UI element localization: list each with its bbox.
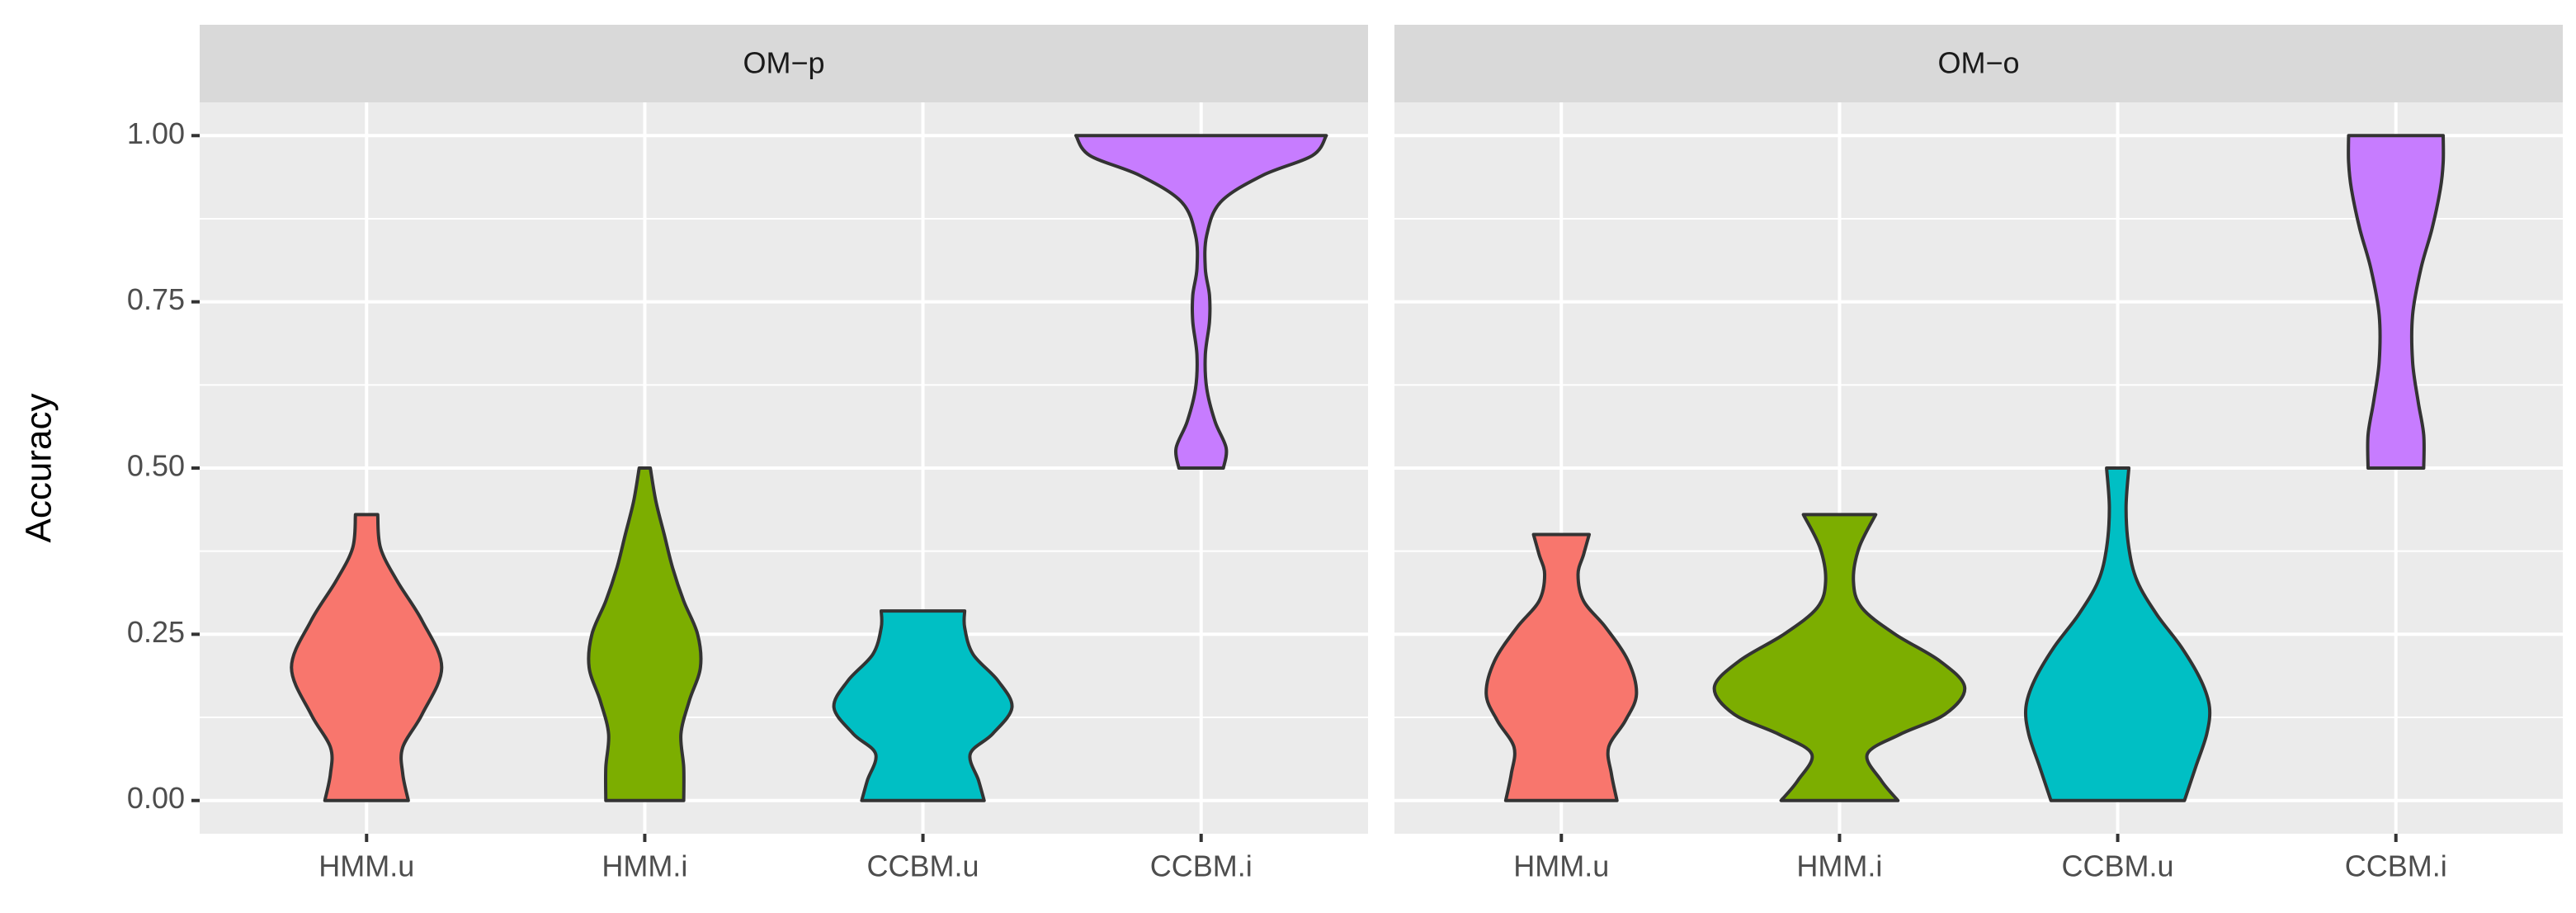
y-tick-label: 0.50 xyxy=(127,449,185,483)
violin xyxy=(1074,134,1328,470)
x-tick-label: HMM.u xyxy=(1513,849,1609,883)
violin xyxy=(290,513,444,802)
y-tick-label: 0.75 xyxy=(127,282,185,316)
x-tick-label: CCBM.i xyxy=(2345,849,2447,883)
facet-title: OM−p xyxy=(743,46,824,80)
x-tick-label: HMM.i xyxy=(1796,849,1882,883)
facet-strip xyxy=(1394,25,2563,102)
y-tick-label: 1.00 xyxy=(127,116,185,150)
violin xyxy=(2347,134,2446,470)
x-tick-label: HMM.u xyxy=(318,849,414,883)
violin xyxy=(832,609,1014,802)
x-tick-label: CCBM.i xyxy=(1150,849,1253,883)
x-tick-label: HMM.i xyxy=(602,849,687,883)
y-tick-label: 0.25 xyxy=(127,615,185,649)
x-tick-label: CCBM.u xyxy=(2062,849,2174,883)
facet-title: OM−o xyxy=(1937,46,2019,80)
x-tick-label: CCBM.u xyxy=(867,849,979,883)
violin xyxy=(2023,466,2212,802)
violin xyxy=(1712,513,1967,802)
y-tick-label: 0.00 xyxy=(127,781,185,815)
y-axis-label: Accuracy xyxy=(19,394,59,543)
violin xyxy=(587,466,703,802)
facet-strip xyxy=(200,25,1368,102)
violin xyxy=(1484,532,1639,802)
